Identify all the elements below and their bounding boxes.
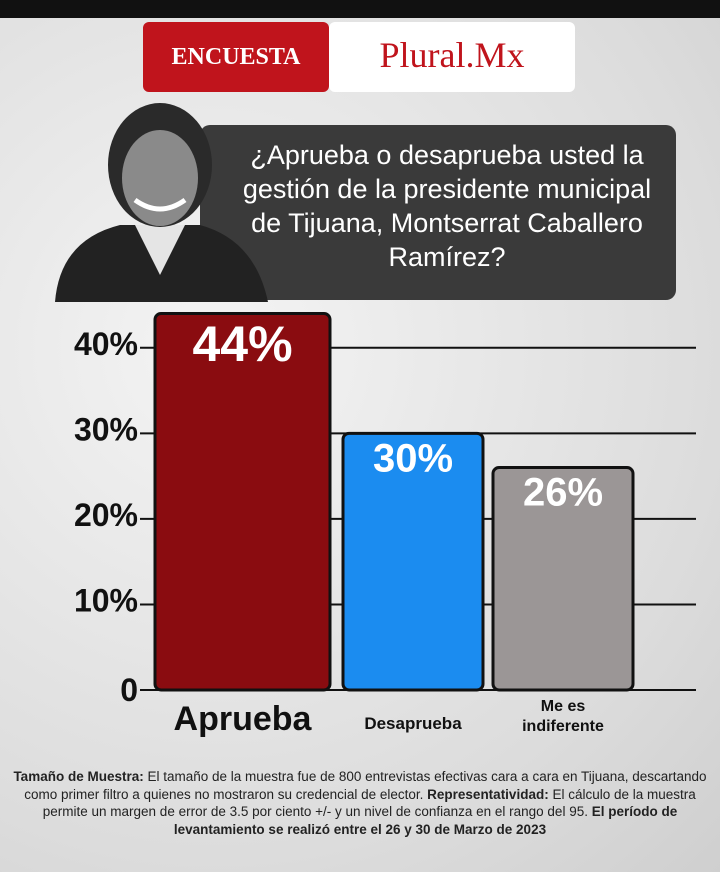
note-closing: El período de levantamiento se realizó e… — [173, 804, 678, 837]
question-box — [200, 125, 676, 300]
note-label: Tamaño de Muestra: — [13, 769, 144, 784]
tag-box — [143, 22, 329, 92]
note-label: Representatividad: — [427, 786, 549, 802]
x-tick-label: Aprueba — [173, 700, 312, 738]
note-text: El cálculo de la muestra permite un marg… — [42, 786, 696, 820]
top-strip — [0, 0, 720, 18]
tag: ENCUESTA — [172, 44, 302, 70]
bar — [153, 312, 332, 692]
portrait — [55, 103, 268, 302]
y-tick-label: 0 — [120, 672, 138, 708]
x-tick-label: Me es indiferente — [522, 698, 604, 735]
value-label: 30% — [373, 436, 453, 480]
y-tick-label: 20% — [74, 497, 138, 533]
y-tick-label: 10% — [74, 582, 138, 618]
y-tick-label: 30% — [74, 411, 138, 447]
brand-box — [329, 22, 575, 92]
note-text: El tamaño de la muestra fue de 800 entre… — [24, 769, 707, 802]
brand: Plural.Mx — [379, 35, 524, 75]
footnote: Tamaño de Muestra: El tamaño de la muest… — [12, 768, 708, 838]
value-label: 44% — [192, 316, 292, 372]
bar — [341, 431, 485, 692]
value-label: 26% — [523, 471, 603, 515]
x-tick-label: Desaprueba — [364, 714, 462, 733]
bar — [491, 466, 635, 692]
question: ¿Aprueba o desaprueba usted la gestión d… — [242, 140, 652, 272]
y-tick-label: 40% — [74, 326, 138, 362]
